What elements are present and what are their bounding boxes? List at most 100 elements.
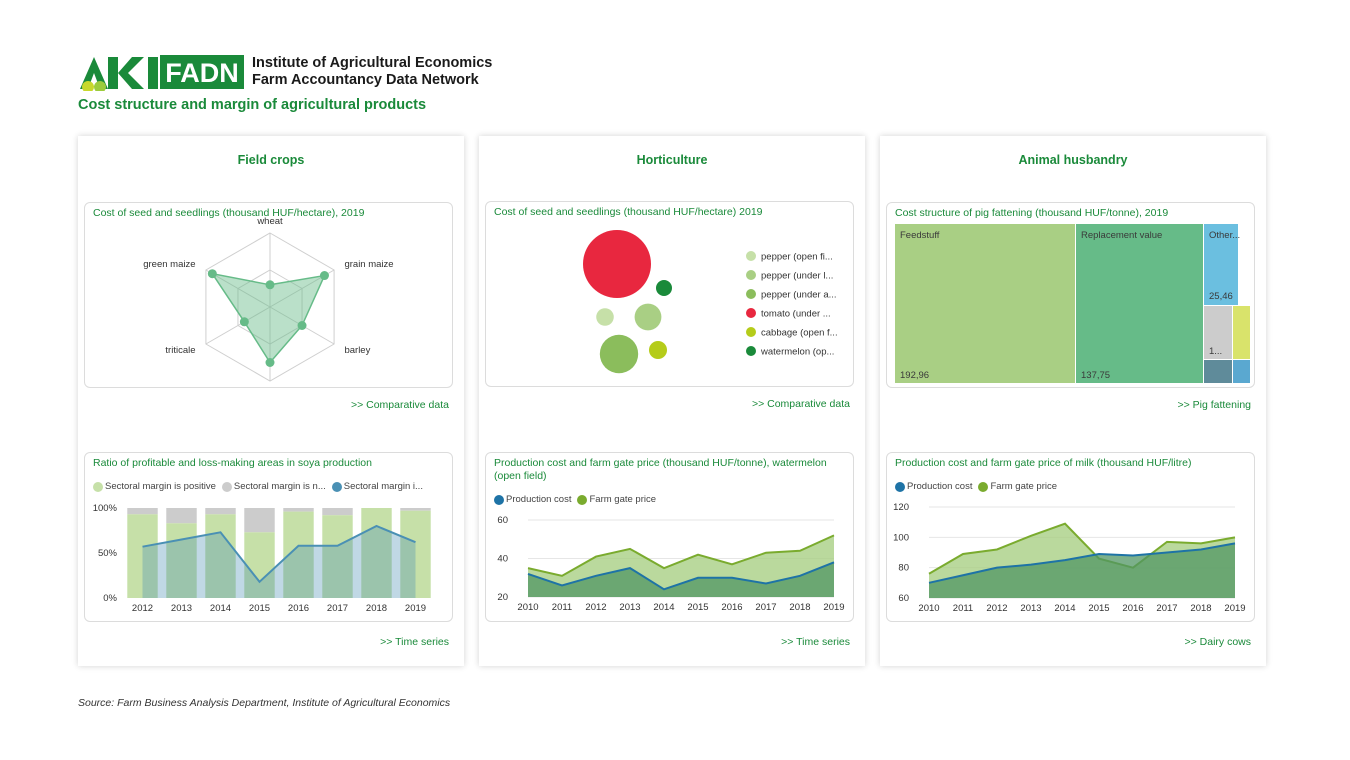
dairy-cows-link[interactable]: >> Dairy cows xyxy=(1184,636,1251,648)
series-line xyxy=(142,524,416,584)
legend-item[interactable]: Production cost xyxy=(895,481,972,492)
x-tick-label: 2019 xyxy=(1224,603,1245,614)
logo-fadn-text: FADN xyxy=(165,58,239,88)
milk-chart[interactable]: 60 80 100 120 2010 2011 2012 2013 2014 2015 2016 20… xyxy=(887,453,1255,622)
card-title: Cost structure of pig fattening (thousan… xyxy=(895,207,1169,219)
legend-label: Production cost xyxy=(506,494,572,505)
pig-fattening-link[interactable]: >> Pig fattening xyxy=(1177,399,1251,411)
bubble-legend-label: cabbage (open f... xyxy=(761,328,838,339)
bar-positive xyxy=(166,523,197,598)
legend-label: Farm gate price xyxy=(990,481,1058,492)
treemap-cell-value: 25,46 xyxy=(1209,291,1233,302)
bubble-point xyxy=(655,279,673,297)
page-title: Cost structure and margin of agricultura… xyxy=(78,97,427,113)
legend-dot-icon xyxy=(93,481,103,492)
series-line xyxy=(527,561,835,591)
legend-item[interactable]: Sectoral margin is n... xyxy=(221,481,326,492)
chart-legend: Sectoral margin is positive Sectoral mar… xyxy=(93,481,423,492)
y-tick-label: 120 xyxy=(893,502,909,513)
x-tick-label: 2013 xyxy=(619,602,640,613)
bar-negative xyxy=(283,508,314,512)
bar-positive xyxy=(244,532,275,598)
bubble-point xyxy=(648,340,668,360)
soya-ratio-card[interactable]: Ratio of profitable and loss-making area… xyxy=(84,452,453,622)
legend-dot-icon xyxy=(221,481,232,492)
y-tick-label: 100 xyxy=(893,532,909,543)
chart-legend: Production cost Farm gate price xyxy=(494,494,656,505)
x-tick-label: 2016 xyxy=(1122,603,1143,614)
y-tick-label: 20 xyxy=(497,592,508,603)
treemap-chart[interactable]: Feedstuff 192,96 Replacement value 137,75 Ot… xyxy=(887,203,1255,388)
card-title: Ratio of profitable and loss-making area… xyxy=(93,457,372,469)
legend-item[interactable]: Farm gate price xyxy=(577,494,656,505)
bar-positive xyxy=(361,508,392,598)
time-series-link[interactable]: >> Time series xyxy=(781,636,850,648)
legend-dot-icon xyxy=(978,481,989,492)
treemap-cell-label: Other... xyxy=(1209,230,1240,241)
bar-negative xyxy=(400,508,431,511)
legend-item[interactable]: Sectoral margin is positive xyxy=(93,481,216,492)
series-area xyxy=(528,562,834,597)
legend-dot-icon xyxy=(494,494,504,505)
bubble-chart[interactable]: pepper (open fi... pepper (under l... pepp… xyxy=(486,202,854,387)
bubble-point xyxy=(634,303,662,331)
x-tick-label: 2019 xyxy=(405,603,426,614)
legend-item[interactable]: Sectoral margin i... xyxy=(331,481,423,492)
column-title: Animal husbandry xyxy=(1018,153,1128,167)
x-tick-label: 2017 xyxy=(327,603,348,614)
treemap-cell-value: 137,75 xyxy=(1081,370,1110,381)
bubble-point xyxy=(583,230,651,298)
bubble-card[interactable]: Cost of seed and seedlings (thousand HUF… xyxy=(485,201,854,387)
legend-label: Production cost xyxy=(907,481,973,492)
radar-category-label: triticale xyxy=(165,345,195,356)
y-tick-label: 0% xyxy=(103,593,117,604)
legend-label: Sectoral margin i... xyxy=(343,481,423,492)
column-title: Field crops xyxy=(237,153,305,167)
series-area xyxy=(929,543,1235,598)
radar-axis xyxy=(205,269,271,308)
treemap-cell xyxy=(1204,224,1238,305)
x-tick-label: 2015 xyxy=(249,603,270,614)
legend-label: Sectoral margin is n... xyxy=(233,481,326,492)
org-name-line2: Farm Accountancy Data Network xyxy=(252,72,479,88)
legend-label: Farm gate price xyxy=(589,494,657,505)
legend-item[interactable]: Production cost xyxy=(494,494,571,505)
radar-axis xyxy=(205,306,271,345)
org-name-line1: Institute of Agricultural Economics xyxy=(252,55,493,71)
series-line xyxy=(928,522,1236,575)
y-tick-label: 100% xyxy=(93,503,118,514)
bubble-legend-label: pepper (under l... xyxy=(761,271,833,282)
bubble-legend-label: tomato (under ... xyxy=(761,309,831,320)
bubble-point xyxy=(596,308,614,326)
treemap-cell xyxy=(1233,306,1250,359)
bubble-legend-label: watermelon (op... xyxy=(760,347,834,358)
y-tick-label: 80 xyxy=(898,563,909,574)
legend-item[interactable]: Farm gate price xyxy=(978,481,1057,492)
aki-fadn-logo: FADN xyxy=(80,55,244,91)
radar-card[interactable]: Cost of seed and seedlings (thousand HUF… xyxy=(84,202,453,388)
x-tick-label: 2017 xyxy=(1156,603,1177,614)
treemap-card[interactable]: Cost structure of pig fattening (thousan… xyxy=(886,202,1255,388)
comparative-data-link[interactable]: >> Comparative data xyxy=(350,399,449,411)
treemap-cell xyxy=(1204,360,1232,383)
watermelon-card[interactable]: Production cost and farm gate price (tho… xyxy=(485,452,854,622)
radar-category-label: wheat xyxy=(256,216,283,227)
org-name: Institute of Agricultural Economics Farm… xyxy=(252,55,492,89)
bubble-legend-label: pepper (under a... xyxy=(761,290,837,301)
card-title: Cost of seed and seedlings (thousand HUF… xyxy=(93,207,365,219)
bubble-legend-dot-icon xyxy=(746,308,756,318)
bar-negative xyxy=(244,508,275,533)
comparative-data-link[interactable]: >> Comparative data xyxy=(751,398,850,410)
y-tick-label: 60 xyxy=(497,515,508,526)
soya-ratio-chart[interactable]: 0% 50% 100% 2012 2013 2014 2015 2016 2017 2018 201… xyxy=(85,453,453,622)
milk-card[interactable]: Production cost and farm gate price of m… xyxy=(886,452,1255,622)
watermelon-chart[interactable]: 20 40 60 2010 2011 2012 2013 2014 2015 2016 2017 20… xyxy=(486,453,854,622)
time-series-link[interactable]: >> Time series xyxy=(380,636,449,648)
bar-positive xyxy=(205,514,236,598)
treemap-cell-value: 1... xyxy=(1209,346,1222,357)
x-tick-label: 2015 xyxy=(1088,603,1109,614)
y-tick-label: 40 xyxy=(497,554,508,565)
bar-positive xyxy=(400,510,431,598)
bubble-legend-dot-icon xyxy=(746,327,756,337)
